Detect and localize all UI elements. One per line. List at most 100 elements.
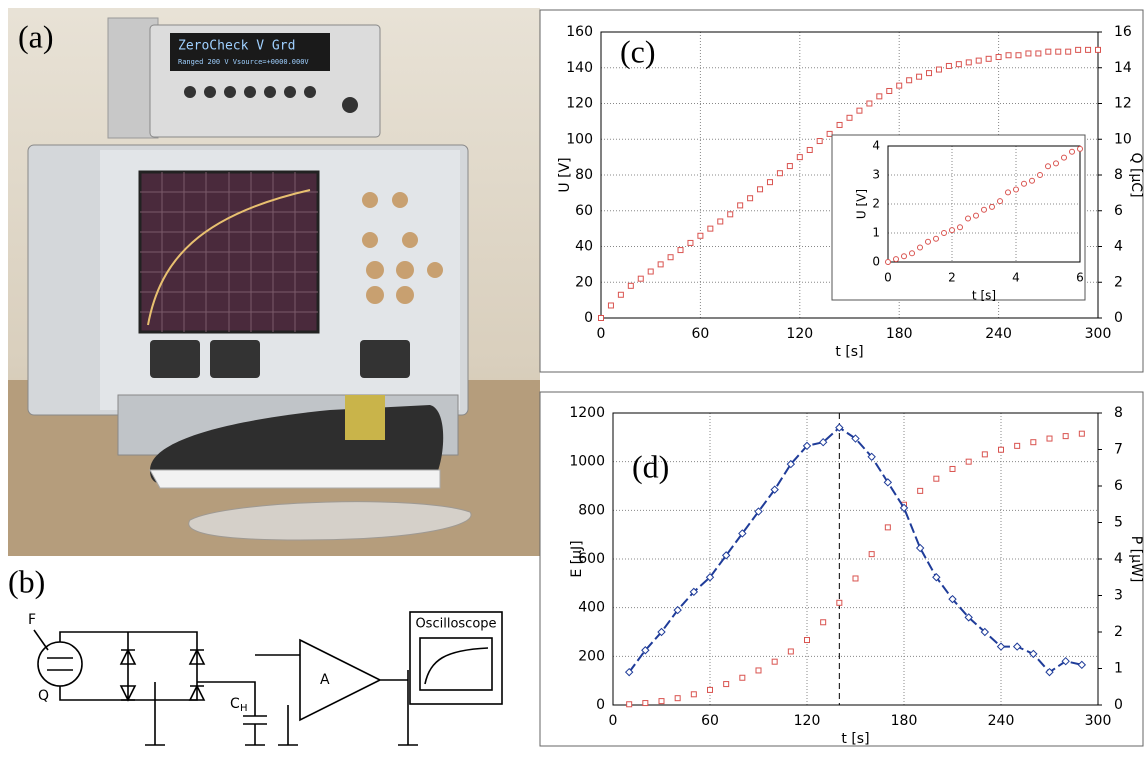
y2-tick-label: 12 <box>1114 96 1132 112</box>
x-tick-label: 0 <box>609 713 618 729</box>
panel-label: (c) <box>620 33 656 69</box>
point <box>868 551 875 558</box>
x-tick-label: 0 <box>884 271 892 285</box>
y2-tick-label: 1 <box>1114 661 1123 677</box>
point <box>617 291 624 298</box>
point <box>667 254 674 261</box>
circuit-label: Q <box>38 688 49 704</box>
point <box>1035 50 1042 57</box>
y-tick-label: 80 <box>575 167 593 183</box>
point <box>980 627 990 637</box>
point <box>802 441 812 451</box>
circuit-label: C <box>230 696 240 712</box>
point <box>1053 160 1059 167</box>
y-tick-label: 40 <box>575 239 593 255</box>
point <box>755 667 762 674</box>
point <box>1077 145 1083 152</box>
y2-tick-label: 2 <box>1114 624 1123 640</box>
x-tick-label: 6 <box>1076 271 1084 285</box>
y-tick-label: 100 <box>566 131 593 147</box>
point <box>925 238 931 245</box>
photo: ZeroCheck V Grd Ranged 200 V Vsource=+00… <box>8 8 540 556</box>
point <box>757 186 764 193</box>
point <box>747 195 754 202</box>
y2-axis-label: Q [μC] <box>1128 152 1144 197</box>
point <box>989 203 995 210</box>
x-tick-label: 120 <box>794 713 821 729</box>
x-tick-label: 180 <box>891 713 918 729</box>
point <box>705 573 715 582</box>
point <box>674 695 681 702</box>
point <box>1029 177 1035 184</box>
point <box>1061 154 1067 161</box>
point <box>852 575 859 582</box>
point <box>866 100 873 107</box>
plot-frame <box>612 412 1099 706</box>
point <box>707 686 713 693</box>
point <box>945 62 952 69</box>
point <box>1077 660 1087 670</box>
point <box>885 259 891 265</box>
point <box>771 658 778 665</box>
y-tick-label: 4 <box>872 139 880 153</box>
point <box>957 224 963 231</box>
point <box>723 681 730 688</box>
y-tick-label: 160 <box>566 24 593 40</box>
point <box>985 55 992 62</box>
point <box>1045 48 1052 55</box>
y2-tick-label: 10 <box>1114 131 1132 147</box>
y-tick-label: 20 <box>575 274 593 290</box>
point <box>998 446 1004 453</box>
plot-frame <box>600 31 1099 319</box>
point <box>965 215 971 222</box>
display-line: ZeroCheck V Grd <box>178 39 295 54</box>
point <box>906 77 913 84</box>
x-tick-label: 0 <box>597 326 606 342</box>
point <box>1005 189 1011 196</box>
point <box>876 93 883 100</box>
y2-tick-label: 8 <box>1114 405 1123 421</box>
point <box>916 73 923 80</box>
y-tick-label: 60 <box>575 203 593 219</box>
y-tick-label: 0 <box>596 697 605 713</box>
circuit-label: H <box>240 703 248 714</box>
point <box>835 423 844 432</box>
x-tick-label: 300 <box>1085 326 1112 342</box>
y2-tick-label: 7 <box>1114 442 1123 458</box>
point <box>867 452 876 462</box>
point <box>647 268 654 275</box>
point <box>917 487 924 494</box>
point <box>948 594 957 604</box>
panel-label: (b) <box>8 563 45 599</box>
y2-tick-label: 14 <box>1114 60 1132 76</box>
point <box>997 198 1003 205</box>
point <box>1012 642 1022 651</box>
point <box>1062 433 1069 440</box>
point <box>1055 48 1062 55</box>
point <box>826 130 833 137</box>
point <box>786 163 793 170</box>
point <box>770 485 779 494</box>
point <box>941 230 947 236</box>
point <box>886 87 893 94</box>
point <box>836 599 843 606</box>
point <box>996 642 1006 651</box>
x-axis-label: t [s] <box>835 344 863 360</box>
point <box>884 524 891 531</box>
y-tick-label: 120 <box>566 96 593 112</box>
y-axis-label: U [V] <box>855 189 869 219</box>
point <box>981 451 988 458</box>
y2-axis-label: P [μW] <box>1128 536 1144 583</box>
y-tick-label: 800 <box>578 502 605 518</box>
point <box>933 475 940 482</box>
point <box>975 57 982 64</box>
point <box>933 235 939 242</box>
point <box>1046 435 1053 442</box>
point <box>1013 186 1019 193</box>
point <box>909 250 915 257</box>
point <box>690 691 697 698</box>
point <box>965 458 972 465</box>
point <box>707 225 714 232</box>
point <box>917 244 923 251</box>
